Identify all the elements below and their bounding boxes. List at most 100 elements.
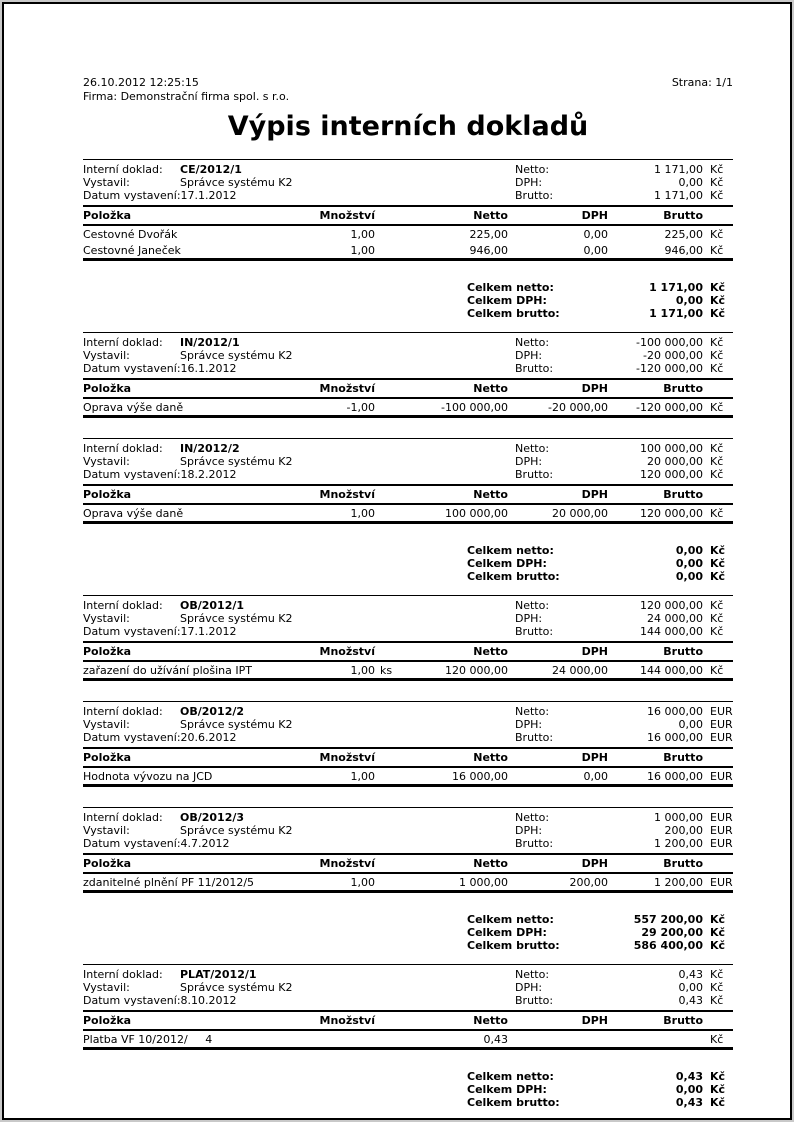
issued-by-row: Vystavil: Správce systému K2 (83, 455, 515, 468)
document-block: Interní doklad: CE/2012/1 Vystavil: Sprá… (83, 159, 733, 261)
document-summary: Netto: 0,43 Kč DPH: 0,00 Kč Brutto: 0,43… (515, 968, 733, 1007)
summary-netto-label: Netto: (515, 163, 550, 176)
item-row: zdanitelné plnění PF 11/2012/5 1,00 1 00… (83, 873, 733, 892)
issue-date-row: Datum vystavení: 17.1.2012 (83, 625, 515, 638)
issued-by-label: Vystavil: (83, 718, 130, 731)
summary-netto-label: Netto: (515, 336, 550, 349)
header-currency-spacer (703, 486, 733, 505)
internal-doc-label: Interní doklad: (83, 599, 163, 612)
document-info: Interní doklad: IN/2012/1 Vystavil: Sprá… (83, 336, 515, 375)
summary-netto-currency: EUR (710, 705, 733, 718)
totals-netto-value: 0,43 (675, 1070, 703, 1083)
summary-netto-row: Netto: 100 000,00 Kč (515, 442, 733, 455)
issued-by-value: Správce systému K2 (180, 612, 293, 625)
issue-date-label: Datum vystavení: (83, 362, 181, 375)
issued-by-row: Vystavil: Správce systému K2 (83, 349, 515, 362)
totals-spacer (83, 294, 467, 307)
item-dph: 200,00 (569, 876, 609, 889)
issue-date-row: Datum vystavení: 8.10.2012 (83, 994, 515, 1007)
item-netto: 100 000,00 (445, 507, 508, 520)
header-unit-spacer (375, 855, 395, 874)
internal-doc-id: OB/2012/3 (180, 811, 245, 824)
header-dph: DPH (508, 855, 608, 874)
item-brutto (608, 1030, 703, 1049)
internal-doc-id: IN/2012/1 (180, 336, 240, 349)
header-unit-spacer (375, 643, 395, 662)
issued-by-value: Správce systému K2 (180, 824, 293, 837)
document-head: Interní doklad: CE/2012/1 Vystavil: Sprá… (83, 159, 733, 207)
item-dph: 0,00 (583, 770, 609, 783)
totals-dph-label: Celkem DPH: (467, 294, 547, 307)
item-quantity: 1,00 (350, 664, 376, 677)
items-table: Položka Množství Netto DPH Brutto Cestov… (83, 207, 733, 261)
item-name: Hodnota vývozu na JCD (83, 770, 213, 783)
totals-brutto-value: 0,00 (675, 570, 703, 583)
items-header-row: Položka Množství Netto DPH Brutto (83, 207, 733, 226)
print-timestamp: 26.10.2012 12:25:15 (83, 76, 199, 89)
item-brutto: 16 000,00 (647, 770, 703, 783)
items-header-row: Položka Množství Netto DPH Brutto (83, 749, 733, 768)
header-mnozstvi: Množství (313, 855, 375, 874)
internal-doc-label: Interní doklad: (83, 811, 163, 824)
internal-doc-row: Interní doklad: OB/2012/1 (83, 599, 515, 612)
totals-dph-value: 0,00 (675, 557, 703, 570)
item-brutto: 225,00 (664, 228, 704, 241)
summary-netto-row: Netto: 1 171,00 Kč (515, 163, 733, 176)
summary-brutto-label: Brutto: (515, 189, 554, 202)
totals-block: Celkem netto: 0,43 Kč Celkem DPH: 0,00 K… (83, 1070, 733, 1109)
header-unit-spacer (375, 207, 395, 226)
summary-dph-currency: Kč (710, 981, 724, 994)
document-head: Interní doklad: OB/2012/3 Vystavil: Sprá… (83, 807, 733, 855)
item-dph: 20 000,00 (552, 507, 608, 520)
summary-brutto-label: Brutto: (515, 362, 554, 375)
summary-brutto-row: Brutto: 120 000,00 Kč (515, 468, 733, 481)
totals-spacer (83, 1096, 467, 1109)
summary-dph-row: DPH: 20 000,00 Kč (515, 455, 733, 468)
document-info: Interní doklad: PLAT/2012/1 Vystavil: Sp… (83, 968, 515, 1007)
issue-date-value: 20.6.2012 (180, 731, 237, 744)
summary-netto-currency: Kč (710, 442, 724, 455)
items-table: Položka Množství Netto DPH Brutto zdanit… (83, 855, 733, 893)
totals-dph-label: Celkem DPH: (467, 926, 547, 939)
totals-brutto-value: 0,43 (675, 1096, 703, 1109)
issue-date-value: 8.10.2012 (180, 994, 237, 1007)
totals-netto-value: 0,00 (675, 544, 703, 557)
summary-brutto-currency: Kč (710, 189, 724, 202)
totals-spacer (83, 1070, 467, 1083)
summary-brutto-currency: EUR (710, 731, 733, 744)
item-dph (508, 1030, 608, 1049)
item-row: Hodnota vývozu na JCD 1,00 16 000,00 0,0… (83, 767, 733, 786)
document-block: Interní doklad: OB/2012/2 Vystavil: Sprá… (83, 701, 733, 787)
totals-dph-row: Celkem DPH: 0,00 Kč (83, 294, 733, 307)
item-unit (375, 767, 395, 786)
header-unit-spacer (375, 749, 395, 768)
item-currency: Kč (710, 664, 724, 677)
summary-netto-value: 100 000,00 (640, 442, 703, 455)
totals-dph-label: Celkem DPH: (467, 1083, 547, 1096)
summary-dph-label: DPH: (515, 176, 543, 189)
totals-netto-row: Celkem netto: 0,43 Kč (83, 1070, 733, 1083)
internal-doc-id: OB/2012/2 (180, 705, 245, 718)
summary-brutto-value: 1 171,00 (654, 189, 703, 202)
totals-netto-currency: Kč (710, 544, 726, 557)
item-name: Platba VF 10/2012/ 4 (83, 1033, 213, 1046)
totals-netto-label: Celkem netto: (467, 913, 554, 926)
item-brutto: 1 200,00 (654, 876, 703, 889)
summary-dph-label: DPH: (515, 824, 543, 837)
issued-by-value: Správce systému K2 (180, 349, 293, 362)
item-row: Oprava výše daně 1,00 100 000,00 20 000,… (83, 504, 733, 523)
item-row: Platba VF 10/2012/ 4 0,43 Kč (83, 1030, 733, 1049)
internal-doc-row: Interní doklad: IN/2012/2 (83, 442, 515, 455)
summary-dph-currency: Kč (710, 349, 724, 362)
issue-date-label: Datum vystavení: (83, 468, 181, 481)
item-unit (375, 504, 395, 523)
totals-netto-value: 557 200,00 (633, 913, 703, 926)
header-netto: Netto (395, 380, 508, 399)
item-quantity: 1,00 (350, 244, 376, 257)
header-brutto: Brutto (608, 1012, 703, 1031)
item-brutto: 120 000,00 (640, 507, 703, 520)
summary-brutto-value: -120 000,00 (636, 362, 703, 375)
totals-brutto-value: 1 171,00 (649, 307, 703, 320)
totals-block: Celkem netto: 1 171,00 Kč Celkem DPH: 0,… (83, 281, 733, 320)
item-brutto: -120 000,00 (636, 401, 703, 414)
